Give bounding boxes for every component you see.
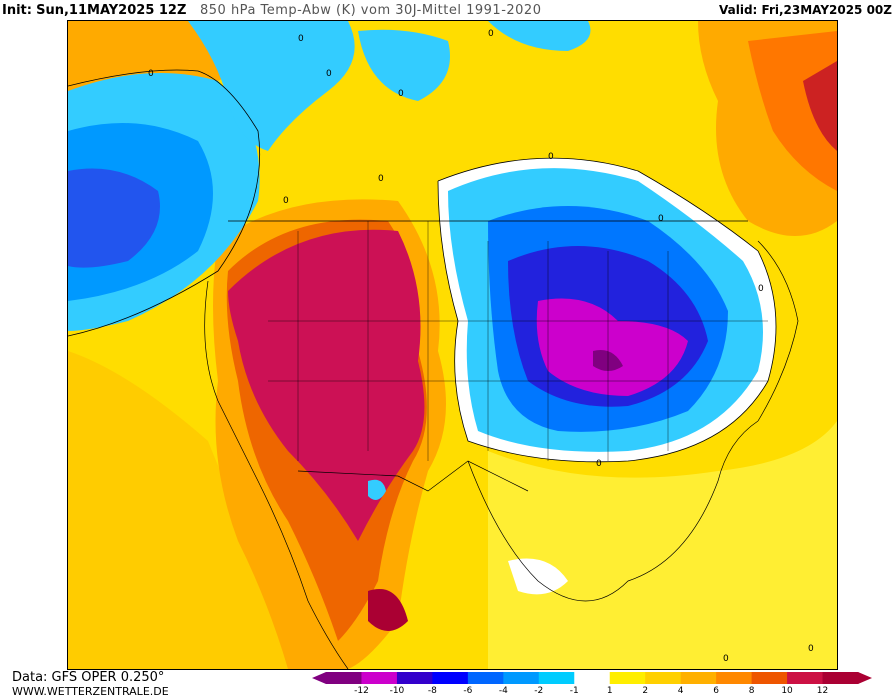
contour-label: 0 [283,196,289,206]
very-hot-zone-west [228,229,425,541]
contour-label: 0 [488,29,494,39]
legend-tick-label: 12 [816,686,829,696]
zero-contours [68,69,777,463]
cold-extreme-central [536,298,688,396]
legend-swatch [680,672,717,684]
contour-label: 0 [723,654,729,664]
legend-tick-label: -10 [389,686,405,696]
legend-tick-label: -2 [534,686,544,696]
legend-tick-label: -8 [427,686,437,696]
legend-swatch [432,672,469,684]
legend-swatch [787,672,824,684]
legend-swatch [645,672,682,684]
website-credit: WWW.WETTERZENTRALE.DE [12,685,169,698]
contour-labels: 0 0 0 0 0 0 0 0 0 0 0 0 0 [148,29,814,664]
us-mexico-border [297,460,529,492]
legend-swatch [467,672,504,684]
legend-swatch [538,672,575,684]
hot-zone-northeast [748,31,837,191]
contour-pacific [68,69,261,337]
map-header: Init: Sun,11MAY2025 12Z 850 hPa Temp-Abw… [0,0,896,20]
legend-arrow-right [858,672,872,684]
contour-central [437,157,777,463]
legend-tick-label: 8 [748,686,755,696]
warm-band-pacific [68,351,308,669]
contour-label: 0 [298,34,304,44]
temperature-anomaly-map: 0 0 0 0 0 0 0 0 0 0 0 0 0 [68,21,837,669]
contour-label: 0 [808,644,814,654]
weather-map: 0 0 0 0 0 0 0 0 0 0 0 0 0 [67,20,838,670]
legend-tick-label: 6 [713,686,719,696]
map-title: 850 hPa Temp-Abw (K) vom 30J-Mittel 1991… [200,3,542,18]
legend-swatch [822,672,859,684]
legend-swatch [716,672,753,684]
state-lines [268,221,768,461]
legend-swatch [751,672,788,684]
cold-deep-pacific [68,168,160,268]
very-hot-spot-mexico [368,589,408,631]
legend-tick-label: 10 [781,686,793,696]
cold-patch-southwest [368,479,386,500]
contour-label: 0 [378,174,384,184]
west-coast [204,280,349,669]
legend-tick-label: -12 [354,686,369,696]
data-source: Data: GFS OPER 0.250° [12,670,165,685]
legend-colorbar [312,672,872,684]
cold-patch-canada [358,29,450,101]
valid-time: Valid: Fri,23MAY2025 00Z [719,3,892,17]
legend-swatch [574,672,611,684]
contour-label: 0 [148,69,154,79]
boundaries [204,220,799,669]
legend-swatch [326,672,362,684]
legend-tick-label: 2 [642,686,649,696]
cold-zone-canada-west [188,21,355,151]
east-coast [757,240,799,422]
gulf-coast [467,420,759,602]
legend-tick-label: 4 [677,686,684,696]
contour-label: 0 [326,69,332,79]
contour-label: 0 [758,284,764,294]
contour-label: 0 [548,152,554,162]
cold-patch-hudson [488,21,591,51]
legend-swatch [361,672,398,684]
legend-swatch [609,672,646,684]
legend-tick-label: -6 [463,686,473,696]
warm-band-southeast [488,421,837,669]
legend-swatch [396,672,433,684]
contour-label: 0 [596,459,602,469]
legend-arrow-left [312,672,326,684]
legend-swatch [503,672,540,684]
legend-tick-label: -1 [569,686,579,696]
legend-tick-label: 1 [606,686,613,696]
init-time: Init: Sun,11MAY2025 12Z [2,3,187,18]
contour-label: 0 [658,214,664,224]
color-legend: -12 -10 -8 -6 -4 -2 -1 1 2 4 6 8 10 12 [312,670,872,697]
very-hot-zone-northeast [803,61,837,151]
contour-label: 0 [398,89,404,99]
near-normal-gulf [508,558,568,595]
legend-tick-label: -4 [498,686,508,696]
